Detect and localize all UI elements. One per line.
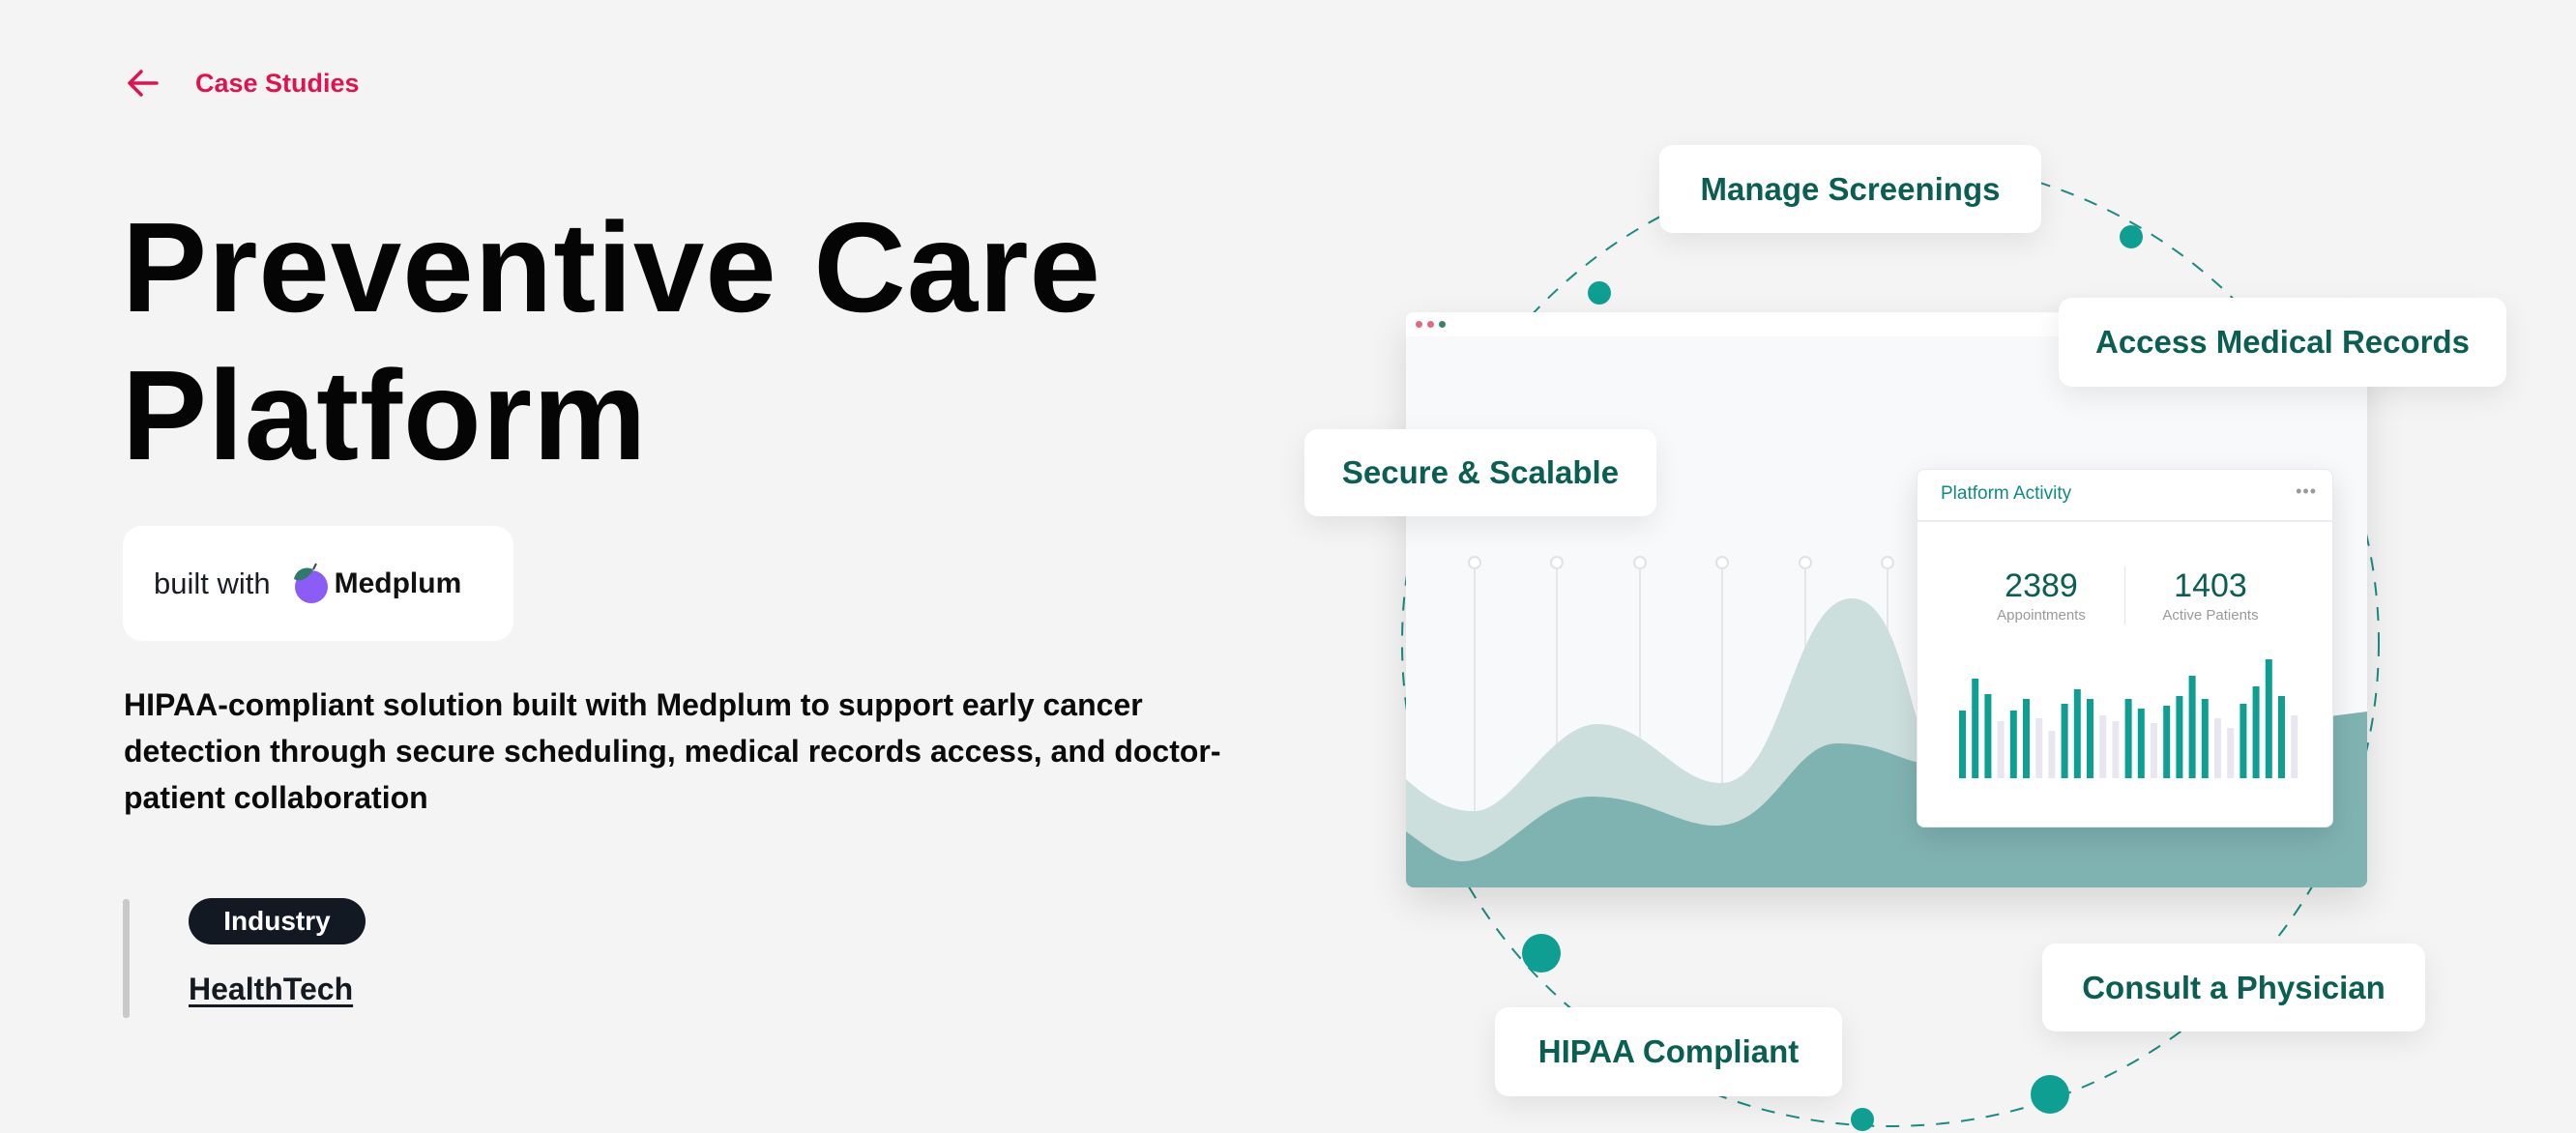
industry-tag: Industry <box>189 898 366 944</box>
activity-bar <box>2112 721 2120 778</box>
ring-dot <box>2120 225 2143 248</box>
ring-dot <box>1522 934 1561 973</box>
activity-bar <box>1972 679 1979 778</box>
ring-dot <box>2031 1075 2069 1114</box>
activity-bar <box>2214 718 2221 778</box>
industry-link[interactable]: HealthTech <box>189 972 354 1006</box>
stat-divider <box>2124 566 2125 625</box>
grid-marker <box>1715 556 1729 569</box>
built-with-badge: built with Medplum <box>123 526 513 641</box>
activity-bar <box>2188 676 2196 778</box>
stat-label: Active Patients <box>2162 607 2259 624</box>
grid-marker <box>1799 556 1812 569</box>
medplum-logo-icon <box>293 563 328 603</box>
ring-dot <box>1851 1108 1874 1131</box>
activity-bar <box>2227 728 2235 778</box>
window-dot-icon <box>1427 321 1434 328</box>
activity-bar <box>2265 659 2272 778</box>
feature-access-medical-records: Access Medical Records <box>2059 298 2506 387</box>
activity-bar <box>1984 694 1992 778</box>
back-label: Case Studies <box>195 68 360 98</box>
activity-bar <box>2048 731 2056 778</box>
activity-bar <box>2201 699 2209 778</box>
activity-bar <box>1959 711 1966 778</box>
arrow-left-icon <box>128 70 159 97</box>
activity-bar <box>2163 706 2171 778</box>
feature-manage-screenings: Manage Screenings <box>1659 145 2041 233</box>
activity-bar <box>2009 711 2017 778</box>
activity-bar <box>2061 704 2068 778</box>
activity-bar <box>2137 709 2145 778</box>
back-to-case-studies-link[interactable]: Case Studies <box>124 64 360 102</box>
feature-hipaa-compliant: HIPAA Compliant <box>1495 1007 1842 1096</box>
feature-consult-physician: Consult a Physician <box>2042 944 2425 1031</box>
page-title: Preventive Care Platform <box>122 196 1101 486</box>
card-title: Platform Activity <box>1941 483 2072 504</box>
activity-bar <box>2099 715 2107 778</box>
medplum-brand: Medplum <box>334 566 462 599</box>
stat-value: 2389 <box>2005 567 2078 604</box>
activity-bar <box>2278 696 2285 778</box>
activity-bar <box>2252 686 2260 778</box>
activity-bar-chart <box>1959 659 2298 778</box>
ring-dot <box>1588 281 1611 305</box>
stat-active-patients: 1403 Active Patients <box>2133 566 2288 624</box>
activity-bar <box>2087 699 2093 778</box>
card-divider <box>1917 520 2332 522</box>
platform-activity-card: Platform Activity ••• 2389 Appointments … <box>1917 469 2333 828</box>
feature-secure-scalable: Secure & Scalable <box>1304 429 1656 516</box>
meta-divider <box>123 899 130 1018</box>
stat-appointments: 2389 Appointments <box>1964 566 2119 624</box>
window-dot-icon <box>1416 321 1422 328</box>
project-description: HIPAA-compliant solution built with Medp… <box>124 687 1221 815</box>
activity-bar <box>2176 696 2183 778</box>
grid-marker <box>1550 556 1564 569</box>
stat-label: Appointments <box>1997 607 2086 624</box>
activity-bar <box>2239 704 2247 778</box>
activity-bar <box>2291 715 2298 778</box>
more-icon[interactable]: ••• <box>2296 481 2317 501</box>
activity-bar <box>2124 699 2132 778</box>
grid-marker <box>1881 556 1894 569</box>
stat-value: 1403 <box>2174 567 2247 604</box>
window-dot-icon <box>1439 321 1446 328</box>
grid-marker <box>1633 556 1647 569</box>
activity-bar <box>2035 718 2043 778</box>
activity-bar <box>1997 721 2005 778</box>
built-with-label: built with <box>154 566 271 600</box>
activity-bar <box>2073 689 2081 778</box>
grid-marker <box>1468 556 1481 569</box>
activity-bar <box>2151 723 2157 778</box>
activity-bar <box>2023 699 2030 778</box>
